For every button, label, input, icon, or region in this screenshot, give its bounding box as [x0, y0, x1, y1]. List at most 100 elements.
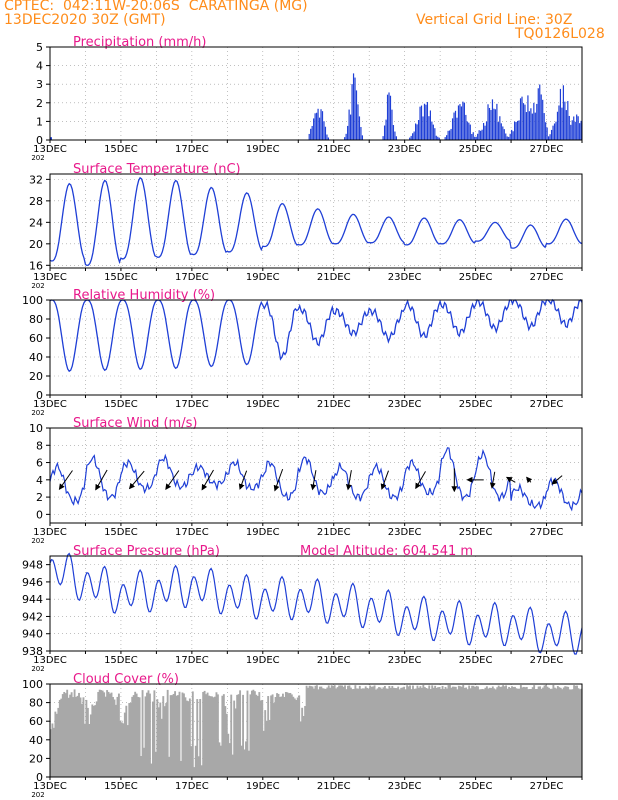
cloud-bar: [382, 687, 385, 777]
cloud-bar: [561, 689, 564, 777]
wind-arrow: [310, 470, 317, 491]
precip-bar: [444, 137, 446, 140]
cloud-bar: [52, 727, 55, 777]
precip-bar: [490, 110, 492, 140]
cloud-bar: [440, 689, 443, 777]
cloud-bar: [299, 721, 302, 777]
cloud-bar: [202, 691, 205, 777]
cloud-bar: [341, 685, 343, 777]
precip-bar: [540, 94, 542, 140]
precip-bar: [514, 121, 516, 140]
cloud-bar: [360, 688, 363, 777]
precip-bar: [460, 106, 463, 140]
precip-bar: [502, 126, 504, 140]
cloud-bar: [484, 687, 487, 777]
panel-title: Surface Temperature (nC): [73, 162, 241, 177]
precip-bar: [410, 135, 412, 140]
cloud-bar: [97, 691, 100, 777]
x-tick-label: 23DEC: [388, 527, 422, 538]
x-tick-label: 13DEC: [33, 144, 67, 155]
cloud-bar: [509, 687, 512, 777]
precip-bar: [565, 110, 567, 140]
cloud-bar: [553, 687, 556, 777]
cloud-bar: [214, 696, 216, 777]
cloud-bar: [228, 743, 231, 777]
panel-title: Cloud Cover (%): [73, 672, 179, 687]
cloud-bar: [364, 686, 367, 777]
cloud-bar: [191, 691, 194, 777]
cloud-bar: [493, 688, 496, 777]
precip-bar: [579, 123, 581, 140]
panel-note: Model Altitude: 604.541 m: [300, 544, 473, 559]
cloud-bar: [230, 694, 233, 777]
x-tick-label: 25DEC: [459, 399, 493, 410]
x-tick-label: 23DEC: [388, 781, 422, 792]
precip-bar: [550, 129, 553, 140]
cloud-bar: [456, 689, 459, 777]
cloud-bar: [320, 686, 323, 777]
precip-bar: [549, 134, 551, 140]
cloud-bar: [50, 729, 52, 777]
cloud-bar: [110, 692, 113, 777]
cloud-bar: [406, 685, 409, 777]
cloud-bar: [225, 713, 228, 777]
x-tick-label: 19DEC: [246, 144, 280, 155]
y-tick-label: 938: [22, 645, 43, 658]
cloud-bar: [465, 687, 468, 777]
cloud-bar: [453, 686, 456, 777]
cloud-bar: [339, 685, 342, 777]
cloud-bar: [391, 685, 394, 777]
cloud-bar: [117, 693, 120, 777]
y-tick-label: 2: [36, 97, 43, 110]
cloud-bar: [151, 701, 154, 777]
wind-arrow: [238, 470, 248, 490]
cloud-bar: [555, 688, 558, 777]
cloud-bar: [412, 685, 414, 777]
x-tick-label: 17DEC: [175, 655, 209, 666]
precip-panel: 0 1 2 3 4 5 13DEC 15DEC 17DEC 19DEC 21DEC 23DEC 25DE…: [31, 35, 583, 162]
precip-bar: [574, 121, 576, 140]
x-tick-label: 23DEC: [388, 272, 422, 283]
precip-bar: [531, 113, 533, 140]
cloud-bar: [395, 688, 398, 777]
cloud-bar: [403, 686, 406, 777]
precip-bar: [481, 129, 483, 140]
cloud-bar: [577, 688, 580, 777]
precip-bar: [416, 124, 418, 140]
cloud-bar: [98, 689, 101, 777]
cloud-bar: [462, 685, 465, 777]
cloud-bar: [313, 688, 315, 777]
cloud-bar: [570, 689, 573, 777]
cloud-bar: [279, 696, 281, 777]
cloud-bar: [178, 691, 181, 777]
x-tick-label: 27DEC: [530, 655, 564, 666]
precip-bar: [527, 95, 529, 140]
cloud-bar: [162, 696, 165, 777]
wind-arrow: [58, 470, 73, 490]
cloud-bar: [559, 687, 562, 777]
y-tick-label: 100: [22, 678, 43, 691]
cloud-bar: [100, 690, 103, 777]
cloud-bar: [160, 718, 163, 777]
precip-bar: [491, 99, 494, 140]
cloud-bar: [123, 712, 126, 777]
precip-bar: [525, 112, 528, 140]
cloud-bars: [50, 684, 583, 777]
cloud-bar: [388, 686, 391, 777]
precip-bar: [465, 114, 467, 140]
cloud-bar: [567, 686, 570, 777]
cloud-bar: [432, 687, 435, 777]
panel-border: [49, 173, 583, 269]
x-tick-label: 13DEC: [33, 272, 67, 283]
cloud-bar: [101, 690, 104, 777]
wind-arrow: [415, 471, 426, 490]
x-tick-label: 27DEC: [530, 272, 564, 283]
precip-bar: [449, 130, 451, 140]
cloud-bar: [477, 686, 479, 777]
cloud-bar: [332, 686, 335, 777]
run-datetime: 13DEC2020 30Z (GMT): [4, 12, 166, 28]
cloud-bar: [246, 690, 249, 777]
cloud-bar: [347, 685, 349, 777]
cloud-bar: [422, 685, 425, 777]
precip-bar: [488, 107, 491, 140]
